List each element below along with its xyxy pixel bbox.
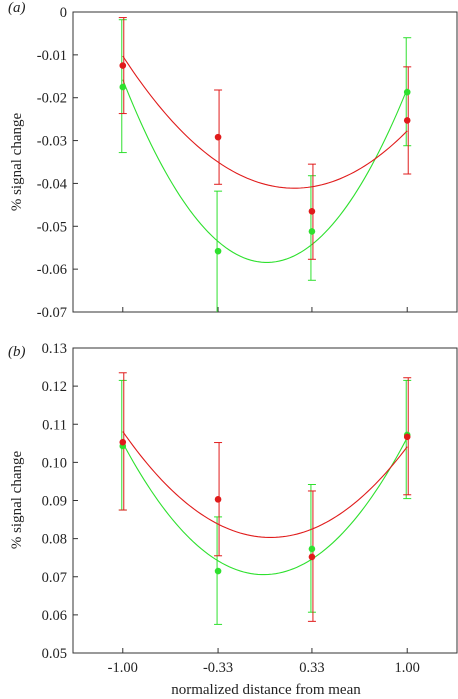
x-tick-label: -0.33 [203,660,233,676]
green-fit-curve [122,437,408,576]
panel-b: (b) % signal change 0.13 0.12 0.11 0.10 0.09 0.… [8,341,458,676]
green-data-point [403,88,411,96]
y-tick-label: 0.09 [42,494,67,510]
plot-area [118,372,412,625]
plot-frame [72,347,458,654]
green-data-point [119,83,127,91]
red-data-point [403,433,411,441]
green-data-point [214,247,222,255]
red-data-point [308,553,316,561]
x-axis-title: normalized distance from mean [171,682,361,698]
green-data-point [214,567,222,575]
green-fit-curve [122,79,408,263]
y-tick-label: 0.08 [42,532,67,548]
y-tick-label: -0.05 [37,219,67,235]
y-tick-label: 0.10 [42,455,67,471]
y-axis-title: % signal change [9,451,25,550]
red-data-point [119,438,127,446]
y-axis-title: % signal change [9,113,25,212]
plot-frame [72,11,458,313]
x-tick-label: -1.00 [108,660,138,676]
red-data-point [403,117,411,124]
y-tick-label: -0.06 [37,262,67,278]
y-tick-label: -0.04 [37,176,68,192]
y-tick-label: -0.03 [37,134,67,150]
y-tick-label: 0.11 [42,417,67,433]
red-fit-curve [122,431,408,538]
panel-a: (a) % signal change 0 -0.01 -0.02 -0.03 -0.04 -… [8,0,458,321]
y-tick-label: 0.13 [42,341,67,357]
y-tick-label: 0.07 [42,570,67,586]
y-tick-label: 0.05 [42,646,67,662]
green-data-point [308,228,316,235]
red-data-point [308,207,316,215]
x-tick-label: 1.00 [395,660,420,676]
panel-label: (b) [8,344,26,360]
panel-label: (a) [8,0,26,16]
y-tick-label: -0.01 [37,48,67,64]
red-data-point [119,62,127,69]
green-data-point [308,545,316,553]
y-tick-label: -0.02 [37,91,67,107]
y-tick-label: 0.12 [42,379,67,395]
red-data-point [214,496,222,503]
red-data-point [214,133,222,141]
y-tick-label: 0 [60,5,67,21]
red-fit-curve [122,55,408,189]
y-tick-label: 0.06 [42,608,67,624]
y-tick-label: -0.07 [37,305,67,321]
plot-area [118,17,412,312]
x-tick-label: 0.33 [299,660,324,676]
